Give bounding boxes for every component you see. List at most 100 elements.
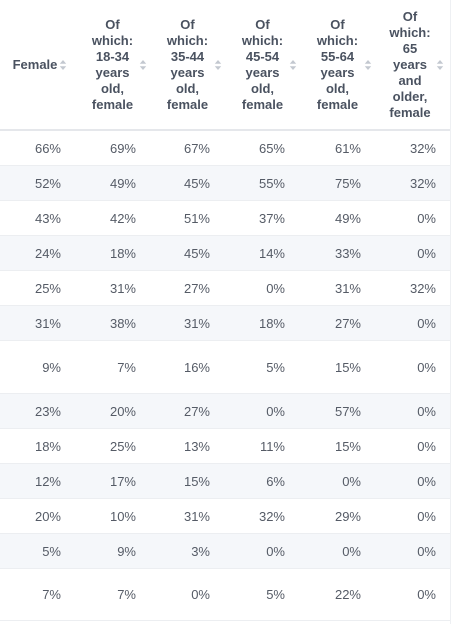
table-cell: 49% <box>109 175 136 191</box>
data-table: Female Of which: 18-34 years old, female O… <box>0 0 451 624</box>
table-cell: 0% <box>417 438 436 454</box>
table-row: 9% 7% 16% 5% 15% 0% <box>0 341 450 394</box>
table-cell: 18% <box>109 245 136 261</box>
column-header-5[interactable]: Of which: 55-64 years old, female <box>305 0 380 129</box>
table-cell: 33% <box>334 245 361 261</box>
table-cell: 0% <box>266 280 285 296</box>
table-cell: 3% <box>191 543 210 559</box>
table-cell: 0% <box>417 543 436 559</box>
table-cell: 22% <box>334 587 361 602</box>
table-cell: 31% <box>109 280 136 296</box>
sort-icon[interactable] <box>436 59 444 71</box>
table-cell: 0% <box>417 587 436 602</box>
table-cell: 0% <box>417 473 436 489</box>
table-cell: 5% <box>42 543 61 559</box>
table-cell: 57% <box>334 403 361 419</box>
table-cell: 31% <box>34 315 61 331</box>
table-cell: 14% <box>258 245 285 261</box>
table-cell: 5% <box>266 359 285 375</box>
table-cell: 15% <box>334 359 361 375</box>
column-header-label: Of which: 35-44 years old, female <box>166 16 209 112</box>
table-cell: 5% <box>266 587 285 602</box>
table-cell: 45% <box>183 245 210 261</box>
table-cell: 27% <box>183 403 210 419</box>
table-cell: 37% <box>258 210 285 226</box>
table-cell: 0% <box>266 403 285 419</box>
table-cell: 25% <box>34 280 61 296</box>
sort-icon[interactable] <box>214 59 222 71</box>
table-cell: 13% <box>183 438 210 454</box>
table-cell: 18% <box>258 315 285 331</box>
table-cell: 45% <box>183 175 210 191</box>
table-cell: 0% <box>342 473 361 489</box>
table-cell: 49% <box>334 210 361 226</box>
table-cell: 0% <box>417 315 436 331</box>
table-cell: 32% <box>409 140 436 156</box>
table-cell: 7% <box>42 587 61 602</box>
column-header-1[interactable]: Female <box>0 0 80 129</box>
table-cell: 29% <box>334 508 361 524</box>
column-header-4[interactable]: Of which: 45-54 years old, female <box>230 0 305 129</box>
table-row: 7% 7% 0% 5% 22% 0% <box>0 569 450 621</box>
table-cell: 15% <box>183 473 210 489</box>
table-cell: 75% <box>334 175 361 191</box>
table-cell: 43% <box>34 210 61 226</box>
table-cell: 27% <box>334 315 361 331</box>
table-cell: 31% <box>183 315 210 331</box>
column-header-2[interactable]: Of which: 18-34 years old, female <box>80 0 155 129</box>
table-row: 52% 49% 45% 55% 75% 32% <box>0 166 450 201</box>
sort-icon[interactable] <box>139 59 147 71</box>
table-cell: 31% <box>183 508 210 524</box>
table-cell: 16% <box>183 359 210 375</box>
table-cell: 55% <box>258 175 285 191</box>
table-cell: 0% <box>417 403 436 419</box>
table-row: 23% 20% 27% 0% 57% 0% <box>0 394 450 429</box>
sort-icon[interactable] <box>59 59 67 71</box>
table-cell: 7% <box>117 359 136 375</box>
table-row: 5% 9% 3% 0% 0% 0% <box>0 534 450 569</box>
table-cell: 27% <box>183 280 210 296</box>
table-cell: 20% <box>34 508 61 524</box>
table-cell: 25% <box>109 438 136 454</box>
table-row: 12% 17% 15% 6% 0% 0% <box>0 464 450 499</box>
table-cell: 0% <box>342 543 361 559</box>
table-row: 18% 25% 13% 11% 15% 0% <box>0 429 450 464</box>
table-cell: 6% <box>266 473 285 489</box>
table-cell: 20% <box>109 403 136 419</box>
sort-icon[interactable] <box>289 59 297 71</box>
table-row: 20% 10% 31% 32% 29% 0% <box>0 499 450 534</box>
table-row: 25% 31% 27% 0% 31% 32% <box>0 271 450 306</box>
table-cell: 9% <box>117 543 136 559</box>
table-cell: 7% <box>117 587 136 602</box>
table-cell: 17% <box>109 473 136 489</box>
sort-icon[interactable] <box>364 59 372 71</box>
table-cell: 9% <box>42 359 61 375</box>
table-cell: 0% <box>266 543 285 559</box>
table-cell: 0% <box>417 245 436 261</box>
table-cell: 67% <box>183 140 210 156</box>
table-cell: 0% <box>417 359 436 375</box>
table-cell: 12% <box>34 473 61 489</box>
table-cell: 69% <box>109 140 136 156</box>
table-cell: 65% <box>258 140 285 156</box>
table-cell: 32% <box>409 175 436 191</box>
column-header-label: Female <box>12 56 58 72</box>
table-row: 24% 18% 45% 14% 33% 0% <box>0 236 450 271</box>
column-header-3[interactable]: Of which: 35-44 years old, female <box>155 0 230 129</box>
table-cell: 0% <box>417 210 436 226</box>
table-row: 66% 69% 67% 65% 61% 32% <box>0 131 450 166</box>
table-row: 43% 42% 51% 37% 49% 0% <box>0 201 450 236</box>
column-header-6[interactable]: Of which: 65 years and older, female <box>380 0 450 129</box>
table-cell: 32% <box>258 508 285 524</box>
column-header-label: Of which: 45-54 years old, female <box>241 16 284 112</box>
table-cell: 0% <box>191 587 210 602</box>
table-cell: 38% <box>109 315 136 331</box>
table-cell: 32% <box>409 280 436 296</box>
table-cell: 23% <box>34 403 61 419</box>
column-header-label: Of which: 55-64 years old, female <box>316 16 359 112</box>
table-cell: 24% <box>34 245 61 261</box>
table-cell: 11% <box>259 438 285 454</box>
column-header-label: Of which: 18-34 years old, female <box>91 16 134 112</box>
table-cell: 10% <box>109 508 136 524</box>
table-body: 66% 69% 67% 65% 61% 32% 52% 49% 45% 55% 75% 32% 43% 4… <box>0 131 450 621</box>
